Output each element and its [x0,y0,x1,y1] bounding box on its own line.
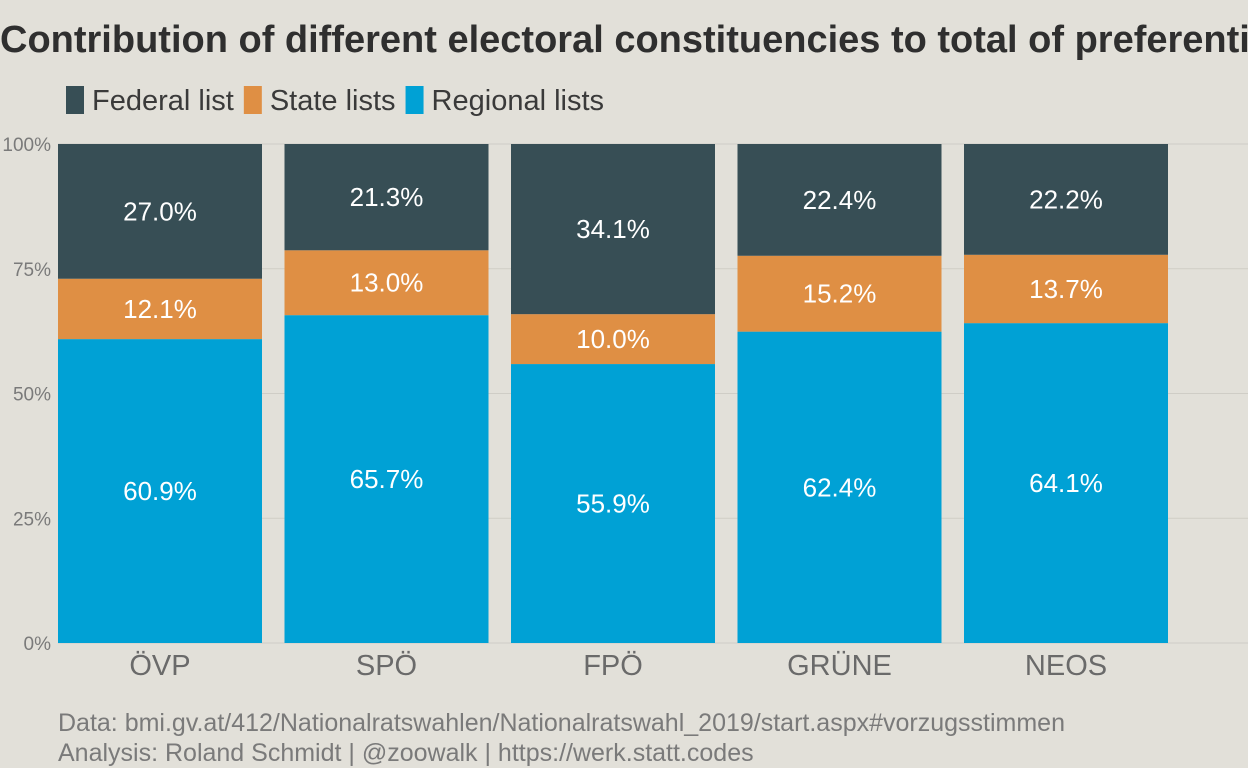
bar-segment [964,254,1168,324]
caption-data-source: Data: bmi.gv.at/412/Nationalratswahlen/N… [58,709,1065,737]
bar-value-label: 62.4% [803,472,877,502]
legend-swatch [243,86,262,114]
bar-value-label: 10.0% [576,324,650,354]
bar-value-label: 15.2% [803,279,877,309]
bar-value-label: 34.1% [576,214,650,244]
bar-segment [964,323,1168,643]
y-tick-label: 0% [24,634,52,655]
bar-segment [58,278,262,340]
y-tick-label: 50% [13,385,51,406]
bar-segment [511,144,715,315]
bar-value-label: 60.9% [123,476,197,506]
bar-segment [284,144,489,251]
x-axis: ÖVP SPÖ FPÖ GRÜNE NEOS [129,650,1107,682]
x-tick-label: ÖVP [129,650,190,682]
bar-segment [284,250,489,316]
bar-segment [58,144,262,279]
legend-label: Regional lists [432,85,604,117]
bar-segment [511,314,715,365]
bar-value-label: 13.7% [1029,274,1103,304]
y-axis: 0% 25% 50% 75% 100% [2,135,51,655]
bar-value-label: 27.0% [123,196,197,226]
bar-value-label: 12.1% [123,294,197,324]
x-tick-label: GRÜNE [787,650,892,682]
bar-segment [58,339,262,643]
x-tick-label: NEOS [1025,650,1107,682]
bar-segment [737,144,942,256]
bar-segment [964,144,1168,255]
bars: 60.9% 12.1% 27.0% 65.7% 13.0% 21.3% 55.9% 10.0%… [58,144,1168,643]
legend-swatch [405,86,424,114]
bar-value-label: 21.3% [350,182,424,212]
y-tick-label: 100% [2,135,51,156]
x-tick-label: FPÖ [583,650,643,682]
y-tick-label: 25% [13,509,51,530]
bar-value-label: 22.4% [803,185,877,215]
legend-swatch [66,86,84,114]
bar-segment [284,315,489,643]
x-tick-label: SPÖ [356,650,417,682]
chart-title: Contribution of different electoral cons… [0,19,1248,61]
bar-segment [737,255,942,332]
bar-value-label: 64.1% [1029,468,1103,498]
bar-segment [737,331,942,643]
legend-label: State lists [270,85,396,117]
legend-label: Federal list [92,85,234,117]
caption-analysis: Analysis: Roland Schmidt | @zoowalk | ht… [58,739,754,767]
bar-value-label: 65.7% [350,464,424,494]
bar-value-label: 13.0% [350,268,424,298]
bar-segment [511,364,715,643]
legend: Federal list State lists Regional lists [66,85,604,117]
bar-value-label: 22.2% [1029,184,1103,214]
y-tick-label: 75% [13,260,51,281]
bar-value-label: 55.9% [576,489,650,519]
